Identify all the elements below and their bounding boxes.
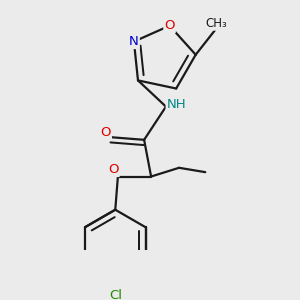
Text: NH: NH (167, 98, 186, 111)
Text: Cl: Cl (109, 289, 122, 300)
Text: CH₃: CH₃ (205, 17, 227, 30)
Text: N: N (129, 35, 139, 48)
Text: O: O (100, 126, 111, 139)
Text: O: O (108, 163, 119, 176)
Text: O: O (164, 19, 175, 32)
